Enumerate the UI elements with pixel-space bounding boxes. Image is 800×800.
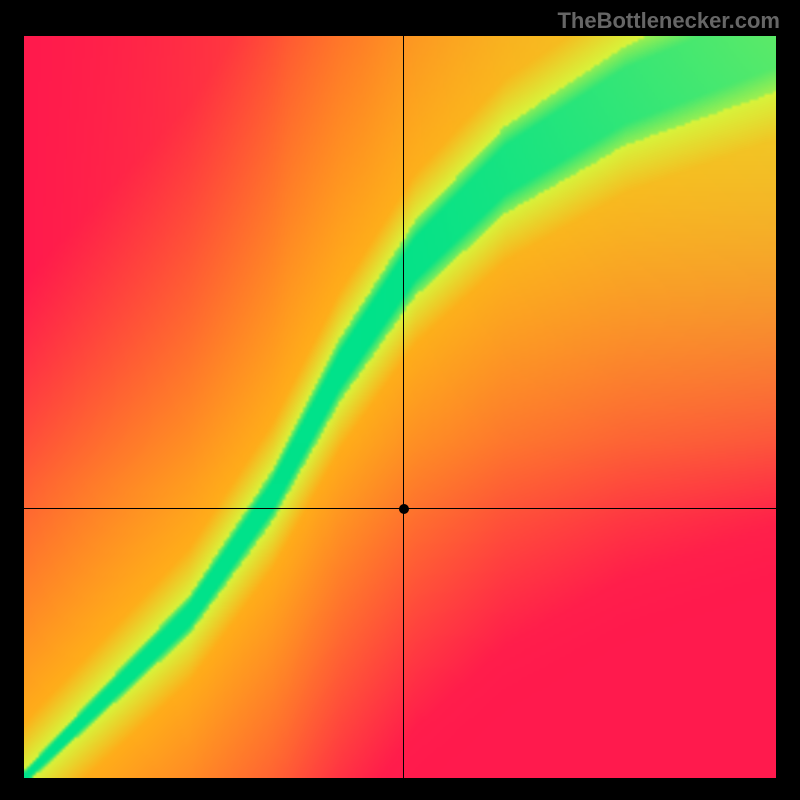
root-container: TheBottlenecker.com [0,0,800,800]
heatmap-canvas [24,36,776,778]
plot-area [24,36,776,778]
crosshair-marker [399,504,409,514]
crosshair-vertical [403,36,404,778]
watermark-text: TheBottlenecker.com [557,8,780,34]
